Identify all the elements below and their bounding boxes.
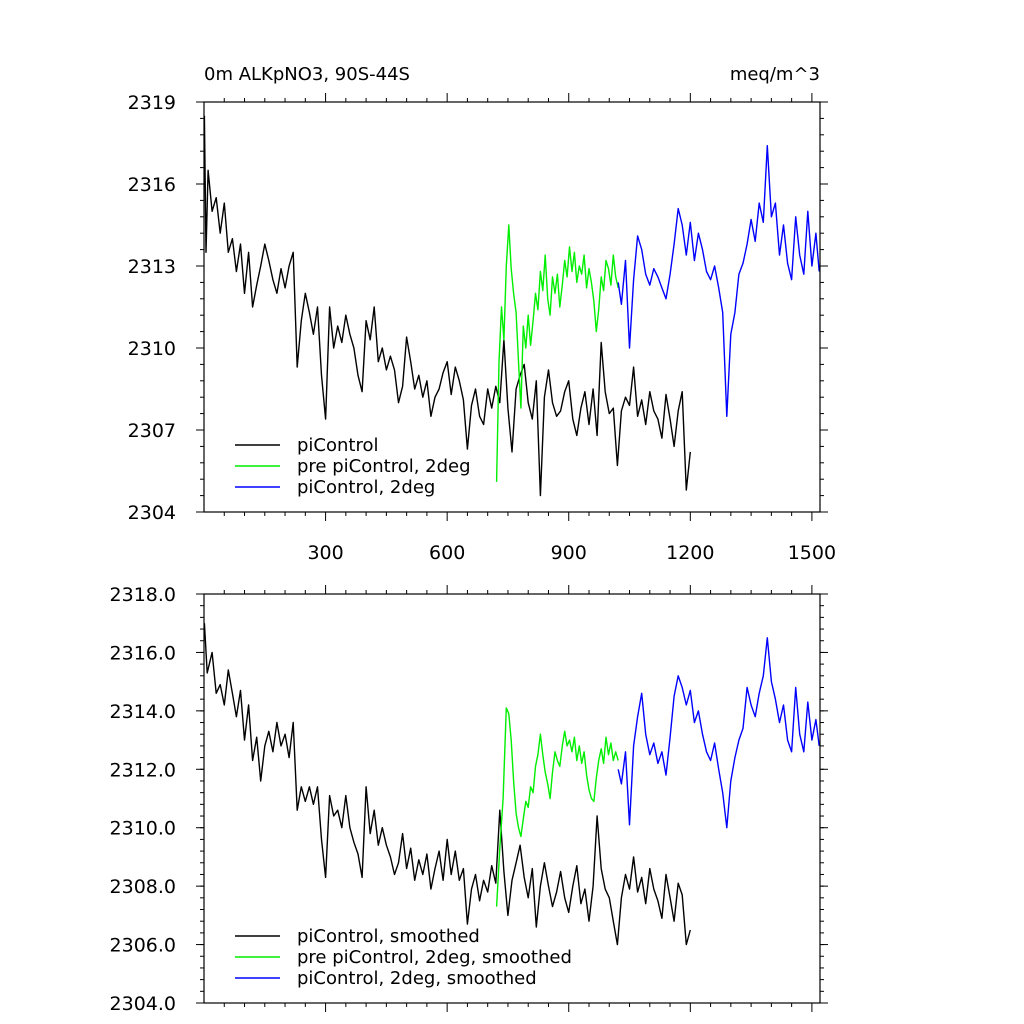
x-tick-label: 600 bbox=[429, 542, 465, 564]
legend-label: piControl, 2deg, smoothed bbox=[297, 968, 537, 989]
plot-frame bbox=[203, 593, 821, 1004]
x-tick-label: 1200 bbox=[666, 542, 714, 564]
legend-label: piControl bbox=[297, 435, 379, 456]
x-tick-label: 900 bbox=[551, 542, 587, 564]
legend-label: piControl, 2deg bbox=[297, 477, 435, 498]
x-tick-label: 300 bbox=[307, 542, 343, 564]
series-line-3 bbox=[617, 145, 820, 417]
y-tick-label: 2313 bbox=[128, 256, 176, 278]
series-line-2 bbox=[495, 224, 619, 482]
y-tick-label: 2304.0 bbox=[110, 993, 176, 1015]
series-line-3 bbox=[617, 637, 820, 829]
y-tick-label: 2318.0 bbox=[110, 584, 176, 606]
legend-label: pre piControl, 2deg, smoothed bbox=[297, 947, 572, 968]
series-line-1 bbox=[203, 623, 691, 946]
y-tick-label: 2307 bbox=[128, 420, 176, 442]
y-tick-label: 2306.0 bbox=[110, 935, 176, 957]
series-line-1 bbox=[203, 115, 691, 497]
y-tick-label: 2304 bbox=[128, 502, 176, 524]
y-tick-label: 2316.0 bbox=[110, 642, 176, 664]
legend-label: pre piControl, 2deg bbox=[297, 456, 471, 477]
series-line-2 bbox=[495, 707, 619, 907]
y-tick-label: 2319 bbox=[128, 92, 176, 114]
y-tick-label: 2314.0 bbox=[110, 701, 176, 723]
y-tick-label: 2316 bbox=[128, 174, 176, 196]
y-tick-label: 2312.0 bbox=[110, 759, 176, 781]
top-panel: 2304 2307 2310 2313 2316 2319 300 600 900 1200 150… bbox=[128, 64, 836, 564]
units-label: meq/m^3 bbox=[730, 64, 820, 85]
y-tick-label: 2308.0 bbox=[110, 876, 176, 898]
x-tick-label: 1500 bbox=[788, 542, 836, 564]
chart-title: 0m ALKpNO3, 90S-44S bbox=[204, 64, 410, 85]
y-tick-label: 2310 bbox=[128, 338, 176, 360]
y-tick-label: 2310.0 bbox=[110, 818, 176, 840]
bottom-panel: 2304.0 2306.0 2308.0 2310.0 2312.0 2314.0 2316… bbox=[110, 584, 828, 1015]
legend-label: piControl, smoothed bbox=[297, 926, 480, 947]
plot-frame bbox=[203, 101, 821, 513]
